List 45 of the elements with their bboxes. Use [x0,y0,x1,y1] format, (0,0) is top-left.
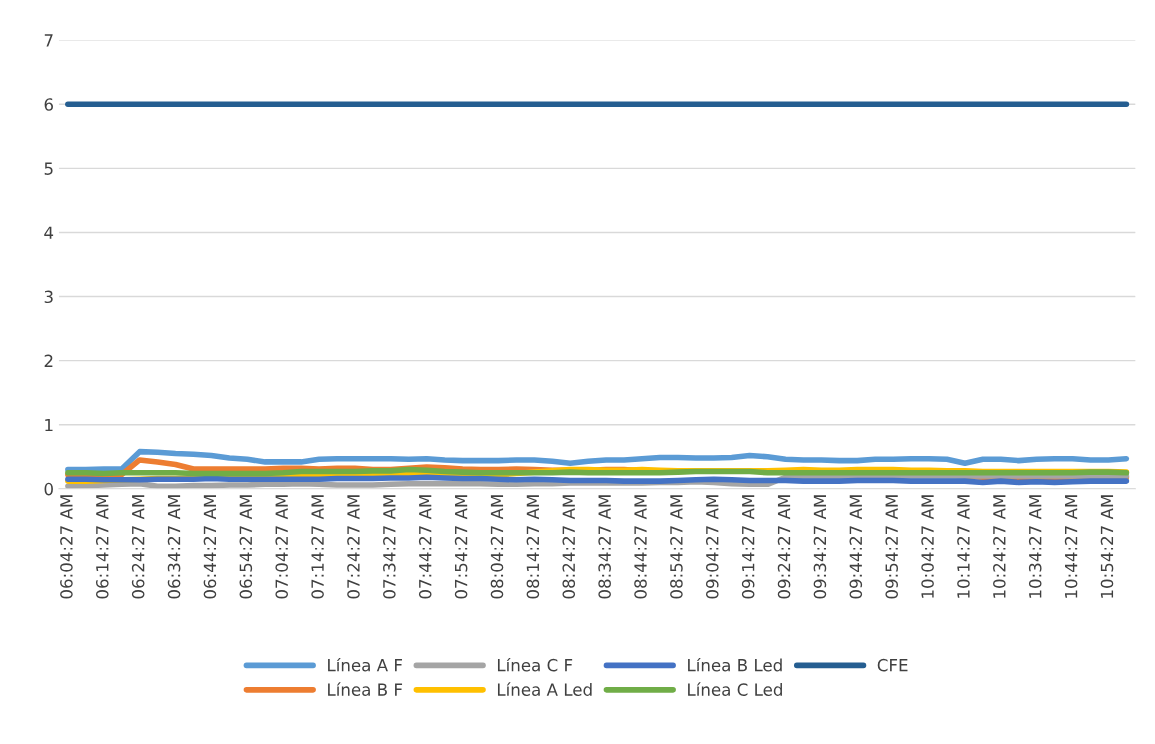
x-tick-label: 10:34:27 AM [1028,495,1042,598]
legend-label: CFE [877,658,908,672]
x-tick-label: 08:04:27 AM [490,495,504,599]
x-tick-label: 06:44:27 AM [203,495,217,599]
x-tick-label: 10:44:27 AM [1064,495,1078,598]
x-tick-label: 06:54:27 AM [239,495,253,599]
legend-label: Línea C F [497,657,573,672]
x-tick-label: 08:44:27 AM [634,495,647,599]
x-tick-label: 08:54:27 AM [670,495,683,599]
x-tick-label: 07:04:27 AM [275,495,288,599]
x-tick-label: 10:04:27 AM [921,495,934,598]
x-tick-label: 09:24:27 AM [777,495,791,599]
legend-label: Línea A Led [497,682,592,696]
x-tick-label: 07:14:27 AM [311,495,324,599]
y-tick-label: 4 [44,226,54,239]
y-tick-label: 5 [44,162,53,175]
x-tick-label: 10:14:27 AM [957,495,970,598]
x-tick-label: 09:44:27 AM [849,495,863,599]
x-tick-label: 06:34:27 AM [167,495,181,599]
x-tick-label: 10:24:27 AM [993,495,1006,598]
x-tick-label: 08:14:27 AM [526,495,540,599]
x-tick-label: 07:34:27 AM [383,495,396,599]
x-tick-label: 07:54:27 AM [454,495,468,599]
y-tick-label: 3 [44,290,53,304]
x-tick-label: 06:14:27 AM [95,495,109,599]
legend-label: Línea C Led [688,682,782,696]
x-tick-label: 09:14:27 AM [741,495,755,599]
x-tick-label: 06:24:27 AM [131,495,145,599]
x-tick-label: 07:24:27 AM [347,495,360,599]
x-tick-label: 06:04:27 AM [60,495,73,599]
y-tick-label: 2 [44,354,53,367]
x-tick-label: 09:04:27 AM [705,495,719,599]
y-tick-label: 0 [44,482,53,496]
y-tick-label: 7 [44,34,53,47]
x-tick-label: 09:54:27 AM [885,495,898,599]
legend-label: Línea B Led [688,657,782,672]
y-tick-label: 6 [44,98,53,111]
x-tick-label: 08:34:27 AM [598,495,611,599]
x-tick-label: 10:54:27 AM [1100,495,1114,598]
x-tick-label: 08:24:27 AM [562,495,576,599]
x-tick-label: 09:34:27 AM [813,495,827,599]
legend-label: Línea B F [328,682,403,696]
y-tick-label: 1 [45,418,53,432]
legend-label: Línea A F [328,657,403,672]
x-tick-label: 07:44:27 AM [418,495,432,599]
